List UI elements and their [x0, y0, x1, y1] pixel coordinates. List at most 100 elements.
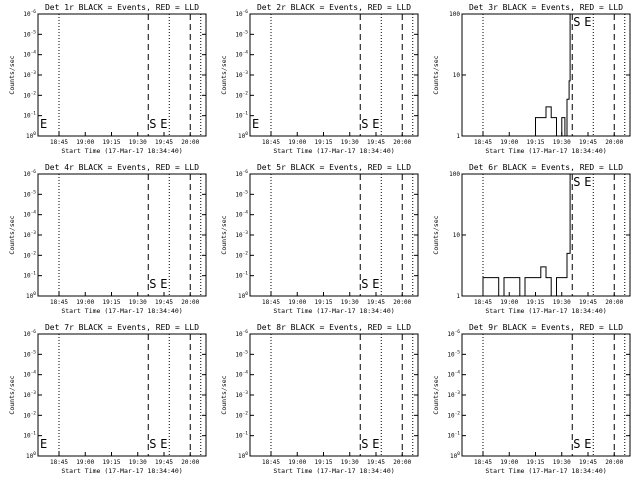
y-tick-label: 100: [449, 11, 460, 18]
x-tick-label: 19:15: [314, 299, 332, 306]
y-tick-label: 10-6: [235, 329, 248, 338]
y-tick-label: 10-5: [447, 349, 460, 358]
y-tick-label: 10-1: [447, 431, 460, 440]
y-tick-label: 100: [26, 291, 36, 300]
y-tick-label: 10-1: [23, 111, 36, 120]
x-tick-label: 19:45: [579, 459, 597, 466]
x-tick-label: 18:45: [474, 299, 492, 306]
x-tick-label: 19:15: [102, 299, 120, 306]
y-axis-label: Counts/sec: [432, 215, 440, 254]
x-tick-label: 19:45: [155, 139, 173, 146]
x-tick-label: 19:15: [102, 139, 120, 146]
x-tick-label: 19:00: [288, 139, 306, 146]
plot-frame: [37, 333, 207, 457]
x-tick-label: 19:15: [526, 459, 544, 466]
marker-label: E: [372, 437, 379, 451]
x-axis-label: Start Time (17-Mar-17 18:34:40): [485, 147, 606, 155]
x-axis-label: Start Time (17-Mar-17 18:34:40): [61, 147, 182, 155]
x-tick-label: 18:45: [50, 459, 68, 466]
chart-title: Det 8r BLACK = Events, RED = LLD: [257, 323, 411, 332]
y-tick-label: 10-6: [23, 169, 36, 178]
x-axis-label: Start Time (17-Mar-17 18:34:40): [485, 467, 606, 475]
y-tick-label: 10-5: [235, 189, 248, 198]
y-tick-label: 10-2: [235, 250, 248, 259]
chart-title: Det 4r BLACK = Events, RED = LLD: [45, 163, 199, 172]
y-axis-label: Counts/sec: [432, 55, 440, 94]
plot-frame: [461, 333, 631, 457]
y-tick-label: 10-1: [235, 431, 248, 440]
x-tick-label: 18:45: [262, 139, 280, 146]
y-tick-label: 10-2: [23, 410, 36, 419]
marker-label: S: [361, 117, 368, 131]
y-tick-label: 10-4: [23, 210, 36, 219]
y-tick-label: 10-5: [23, 189, 36, 198]
plot-frame: [249, 13, 419, 137]
x-tick-label: 19:00: [288, 459, 306, 466]
x-tick-label: 19:15: [314, 139, 332, 146]
y-tick-label: 10-3: [235, 70, 248, 79]
x-tick-label: 19:30: [553, 459, 571, 466]
chart-panel: Det 7r BLACK = Events, RED = LLD 100 10-1 1…: [8, 323, 207, 475]
y-tick-label: 10-1: [235, 111, 248, 120]
y-axis-label: Counts/sec: [432, 375, 440, 414]
y-axis-label: Counts/sec: [220, 215, 228, 254]
chart-title: Det 3r BLACK = Events, RED = LLD: [469, 3, 623, 12]
y-tick-label: 10-3: [23, 230, 36, 239]
x-tick-label: 19:30: [129, 139, 147, 146]
y-tick-label: 10-4: [23, 50, 36, 59]
x-tick-label: 19:15: [526, 139, 544, 146]
chart-title: Det 9r BLACK = Events, RED = LLD: [469, 323, 623, 332]
x-tick-label: 19:30: [341, 299, 359, 306]
x-tick-label: 19:45: [367, 299, 385, 306]
x-axis-label: Start Time (17-Mar-17 18:34:40): [273, 467, 394, 475]
y-tick-label: 10-6: [23, 9, 36, 18]
x-tick-label: 19:30: [341, 139, 359, 146]
marker-label: S: [149, 437, 156, 451]
y-tick-label: 10-5: [235, 349, 248, 358]
x-tick-label: 19:15: [102, 459, 120, 466]
x-tick-label: 18:45: [474, 139, 492, 146]
plot-frame: [249, 333, 419, 457]
y-tick-label: 10-2: [23, 90, 36, 99]
x-tick-label: 19:45: [367, 459, 385, 466]
x-tick-label: 19:15: [314, 459, 332, 466]
y-tick-label: 10-3: [23, 390, 36, 399]
y-tick-label: 10-6: [23, 329, 36, 338]
x-tick-label: 19:15: [526, 299, 544, 306]
y-tick-label: 10-4: [235, 210, 248, 219]
marker-label: S: [573, 15, 580, 29]
x-tick-label: 20:00: [605, 139, 623, 146]
y-tick-label: 100: [450, 451, 460, 460]
chart-panel: Det 1r BLACK = Events, RED = LLD 100 10-1 1…: [8, 3, 207, 155]
x-tick-label: 19:30: [129, 459, 147, 466]
y-tick-label: 10-6: [235, 169, 248, 178]
x-tick-label: 20:00: [605, 299, 623, 306]
marker-label: E: [252, 117, 259, 131]
y-tick-label: 10: [453, 232, 461, 239]
x-tick-label: 19:45: [579, 139, 597, 146]
y-tick-label: 10-4: [235, 50, 248, 59]
chart-panel: Det 9r BLACK = Events, RED = LLD 100 10-1 1…: [432, 323, 631, 475]
y-tick-label: 10-5: [23, 349, 36, 358]
marker-label: S: [361, 277, 368, 291]
y-tick-label: 1: [456, 133, 460, 140]
x-tick-label: 19:00: [76, 139, 94, 146]
x-tick-label: 19:00: [288, 299, 306, 306]
y-tick-label: 100: [238, 451, 248, 460]
marker-label: S: [361, 437, 368, 451]
y-tick-label: 10-4: [447, 370, 460, 379]
y-tick-label: 10-1: [23, 431, 36, 440]
y-tick-label: 100: [449, 171, 460, 178]
marker-label: E: [160, 437, 167, 451]
y-tick-label: 10: [453, 72, 461, 79]
y-tick-label: 10-5: [23, 29, 36, 38]
x-tick-label: 19:00: [500, 139, 518, 146]
chart-title: Det 2r BLACK = Events, RED = LLD: [257, 3, 411, 12]
marker-label: E: [160, 117, 167, 131]
x-tick-label: 18:45: [262, 299, 280, 306]
x-tick-label: 20:00: [393, 299, 411, 306]
y-tick-label: 10-5: [235, 29, 248, 38]
chart-panel: Det 8r BLACK = Events, RED = LLD 100 10-1 1…: [220, 323, 419, 475]
chart-panel: Det 4r BLACK = Events, RED = LLD 100 10-1 1…: [8, 163, 207, 315]
